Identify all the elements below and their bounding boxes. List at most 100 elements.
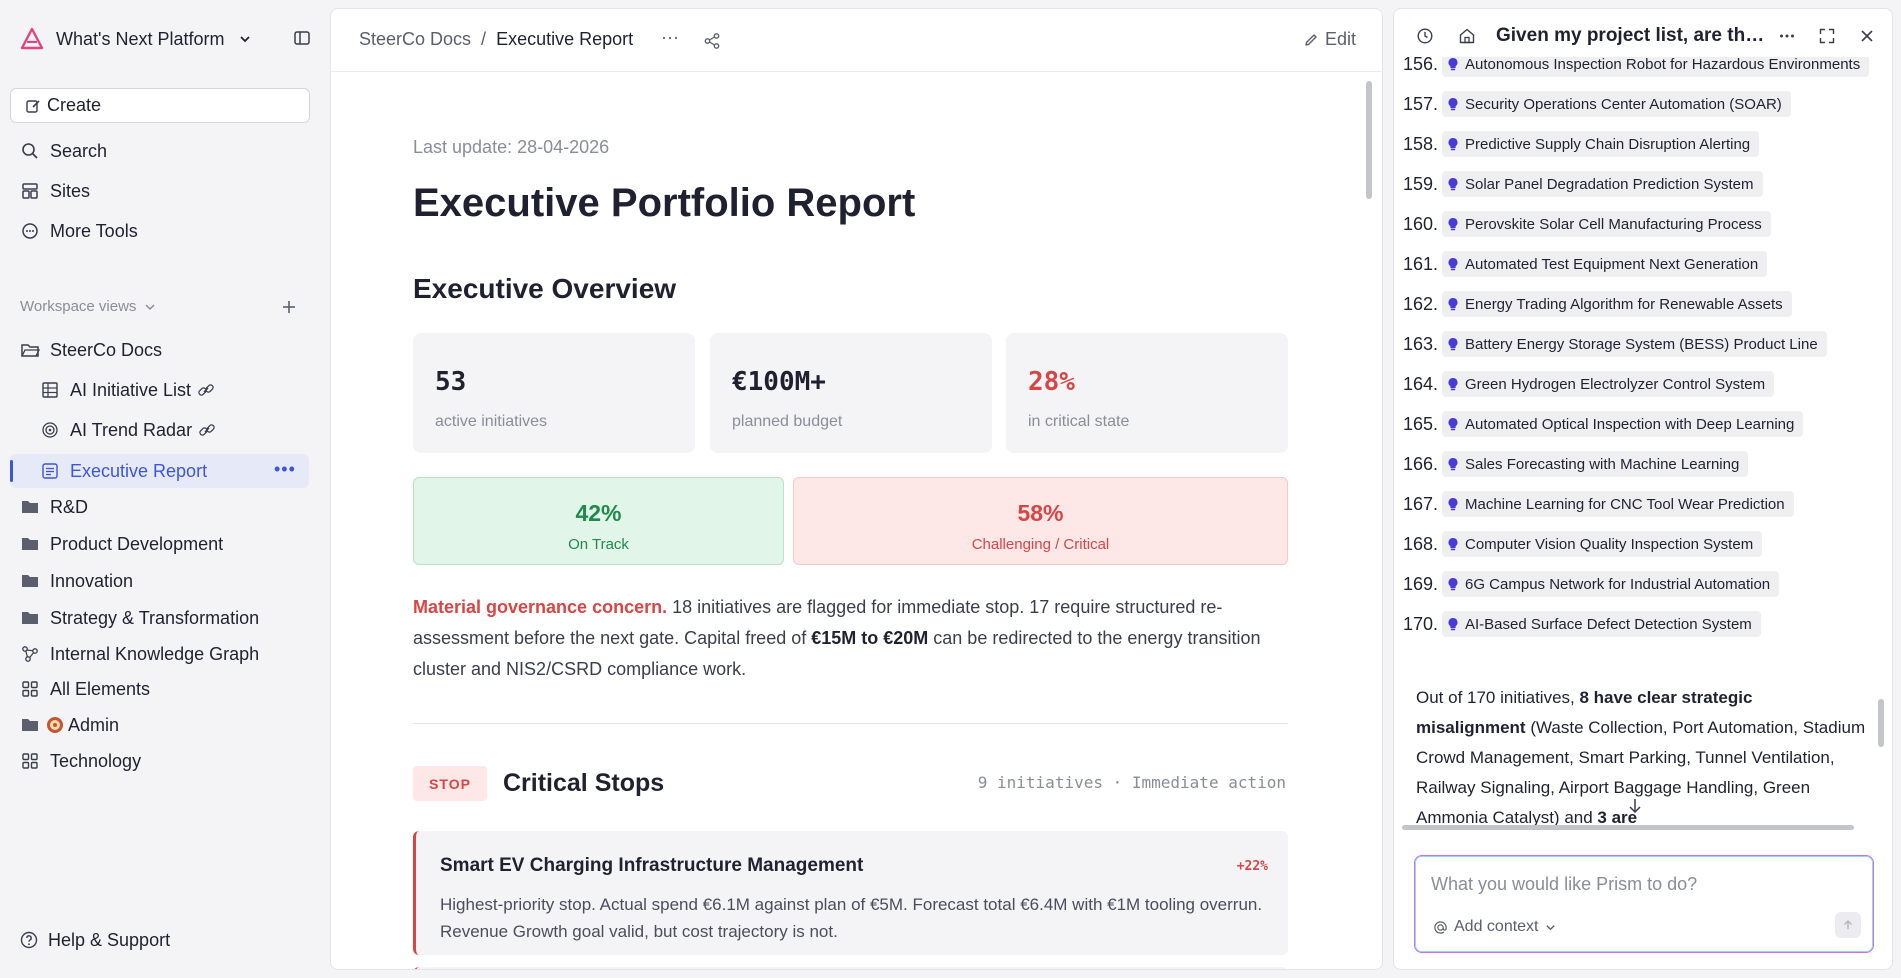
kpi-card-critical: 28% in critical state <box>1006 333 1288 453</box>
project-chip[interactable]: Solar Panel Degradation Prediction Syste… <box>1442 171 1763 197</box>
edit-button[interactable]: Edit <box>1303 29 1356 50</box>
project-number: 160. <box>1402 213 1438 234</box>
page-title: Executive Portfolio Report <box>413 181 916 225</box>
pencil-icon <box>1305 33 1317 46</box>
project-chip[interactable]: Energy Trading Algorithm for Renewable A… <box>1442 291 1792 317</box>
more-tools-icon <box>22 223 38 239</box>
prompt-input[interactable]: What you would like Prism to do? <box>1431 874 1698 894</box>
project-list-item: 169. 6G Campus Network for Industrial Aut… <box>1394 569 1780 599</box>
tree-item-strategy-transformation[interactable]: Strategy & Transformation <box>20 602 259 634</box>
project-chip[interactable]: Sales Forecasting with Machine Learning <box>1442 451 1749 477</box>
project-chip[interactable]: Autonomous Inspection Robot for Hazardou… <box>1442 57 1870 77</box>
lightbulb-icon <box>1448 97 1458 111</box>
document-scrollbar[interactable] <box>1366 81 1372 199</box>
project-chip[interactable]: Predictive Supply Chain Disruption Alert… <box>1442 131 1760 157</box>
prompt-composer[interactable]: What you would like Prism to do? Add con… <box>1414 855 1874 953</box>
project-number: 158. <box>1402 133 1438 154</box>
add-view-icon[interactable] <box>280 298 298 316</box>
tree-item-executive-report[interactable]: Executive Report <box>40 455 207 487</box>
tree-item-all-elements[interactable]: All Elements <box>20 673 150 705</box>
project-name: Machine Learning for CNC Tool Wear Predi… <box>1465 495 1785 513</box>
home-icon[interactable] <box>1458 27 1476 45</box>
history-icon[interactable] <box>1416 27 1434 45</box>
help-icon <box>20 931 38 949</box>
project-chip[interactable]: AI-Based Surface Defect Detection System <box>1442 611 1761 637</box>
critical-label: Challenging / Critical <box>971 536 1110 553</box>
project-list-item: 156. Autonomous Inspection Robot for Haza… <box>1394 57 1870 79</box>
project-list-item: 158. Predictive Supply Chain Disruption A… <box>1394 129 1760 159</box>
tree-item-ai-trend-radar[interactable]: AI Trend Radar <box>40 414 216 446</box>
tree-item-technology[interactable]: Technology <box>20 745 141 777</box>
section-title-overview: Executive Overview <box>413 273 677 304</box>
lightbulb-icon <box>1448 337 1458 351</box>
project-number: 159. <box>1402 173 1438 194</box>
project-list-item: 163. Battery Energy Storage System (BESS)… <box>1394 329 1827 359</box>
breadcrumb-parent[interactable]: SteerCo Docs <box>359 29 472 49</box>
platform-logo-icon <box>20 27 44 50</box>
nav-search-label: Search <box>50 140 108 161</box>
more-options-icon[interactable]: ··· <box>661 27 679 47</box>
add-context-button[interactable]: Add context <box>1433 918 1562 936</box>
nav-more-tools[interactable]: More Tools <box>20 217 138 245</box>
project-chip[interactable]: Computer Vision Quality Inspection Syste… <box>1442 531 1763 557</box>
help-support-link[interactable]: Help & Support <box>20 926 170 954</box>
assistant-header: Given my project list, are the... <box>1394 9 1892 57</box>
project-list-item: 166. Sales Forecasting with Machine Learn… <box>1394 449 1749 479</box>
project-chip[interactable]: Machine Learning for CNC Tool Wear Predi… <box>1442 491 1794 517</box>
project-chip[interactable]: Automated Optical Inspection with Deep L… <box>1442 411 1804 437</box>
create-button[interactable]: Create <box>10 88 310 123</box>
folder-open-icon <box>21 344 40 357</box>
grid-icon <box>22 753 38 769</box>
sidebar-toggle-icon[interactable] <box>293 29 311 47</box>
project-chip[interactable]: Battery Energy Storage System (BESS) Pro… <box>1442 331 1827 357</box>
project-list-item: 162. Energy Trading Algorithm for Renewab… <box>1394 289 1792 319</box>
project-chip[interactable]: Perovskite Solar Cell Manufacturing Proc… <box>1442 211 1771 237</box>
item-more-icon[interactable]: ••• <box>274 459 296 479</box>
tree-item-innovation[interactable]: Innovation <box>20 565 133 597</box>
kpi-card-budget: €100M+ planned budget <box>710 333 992 453</box>
scroll-down-arrow-icon[interactable] <box>1627 797 1643 815</box>
tree-label: Strategy & Transformation <box>50 607 260 628</box>
workspace-views-header[interactable]: Workspace views <box>20 298 156 315</box>
assistant-scrollbar[interactable] <box>1878 699 1884 747</box>
project-name: Battery Energy Storage System (BESS) Pro… <box>1465 335 1818 353</box>
assistant-message-area[interactable]: 156. Autonomous Inspection Robot for Haza… <box>1394 57 1892 829</box>
initiative-card-next[interactable] <box>413 967 1288 969</box>
tree-item-admin[interactable]: Admin <box>20 709 119 741</box>
project-number: 168. <box>1402 533 1438 554</box>
arrow-up-icon <box>1844 920 1852 929</box>
lightbulb-icon <box>1448 497 1458 511</box>
tree-label: Innovation <box>50 570 134 591</box>
document-icon <box>42 463 58 479</box>
nav-search[interactable]: Search <box>20 137 107 165</box>
more-options-icon[interactable] <box>1778 27 1796 45</box>
breadcrumb-current: Executive Report <box>496 29 634 49</box>
tree-item-internal-knowledge-graph[interactable]: Internal Knowledge Graph <box>20 638 259 670</box>
workspace-switcher[interactable]: What's Next Platform <box>20 24 252 54</box>
project-chip[interactable]: Green Hydrogen Electrolyzer Control Syst… <box>1442 371 1775 397</box>
kpi-value: €100M+ <box>732 367 826 397</box>
nav-sites[interactable]: Sites <box>20 177 90 205</box>
project-number: 161. <box>1402 253 1438 274</box>
close-icon[interactable] <box>1858 27 1876 45</box>
link-icon <box>198 384 214 396</box>
help-label: Help & Support <box>48 929 171 950</box>
project-chip[interactable]: Security Operations Center Automation (S… <box>1442 91 1791 117</box>
project-number: 162. <box>1402 293 1438 314</box>
project-list-item: 167. Machine Learning for CNC Tool Wear P… <box>1394 489 1794 519</box>
project-chip[interactable]: 6G Campus Network for Industrial Automat… <box>1442 571 1780 597</box>
tree-item-product-development[interactable]: Product Development <box>20 528 223 560</box>
project-chip[interactable]: Automated Test Equipment Next Generation <box>1442 251 1768 277</box>
tree-item-rd[interactable]: R&D <box>20 491 88 523</box>
send-button[interactable] <box>1835 912 1861 938</box>
tree-item-steerco-docs[interactable]: SteerCo Docs <box>20 334 162 366</box>
graph-icon <box>22 646 38 662</box>
edit-label: Edit <box>1324 29 1356 49</box>
initiative-card[interactable]: Smart EV Charging Infrastructure Managem… <box>413 831 1288 955</box>
answer-bold-1: 8 have clear strategic misalignment <box>1416 688 1753 737</box>
assistant-horizontal-scrollbar[interactable] <box>1402 825 1854 830</box>
kpi-label: active initiatives <box>435 413 548 430</box>
share-icon[interactable] <box>703 32 721 50</box>
expand-icon[interactable] <box>1818 27 1836 45</box>
tree-item-ai-initiative-list[interactable]: AI Initiative List <box>40 374 215 406</box>
